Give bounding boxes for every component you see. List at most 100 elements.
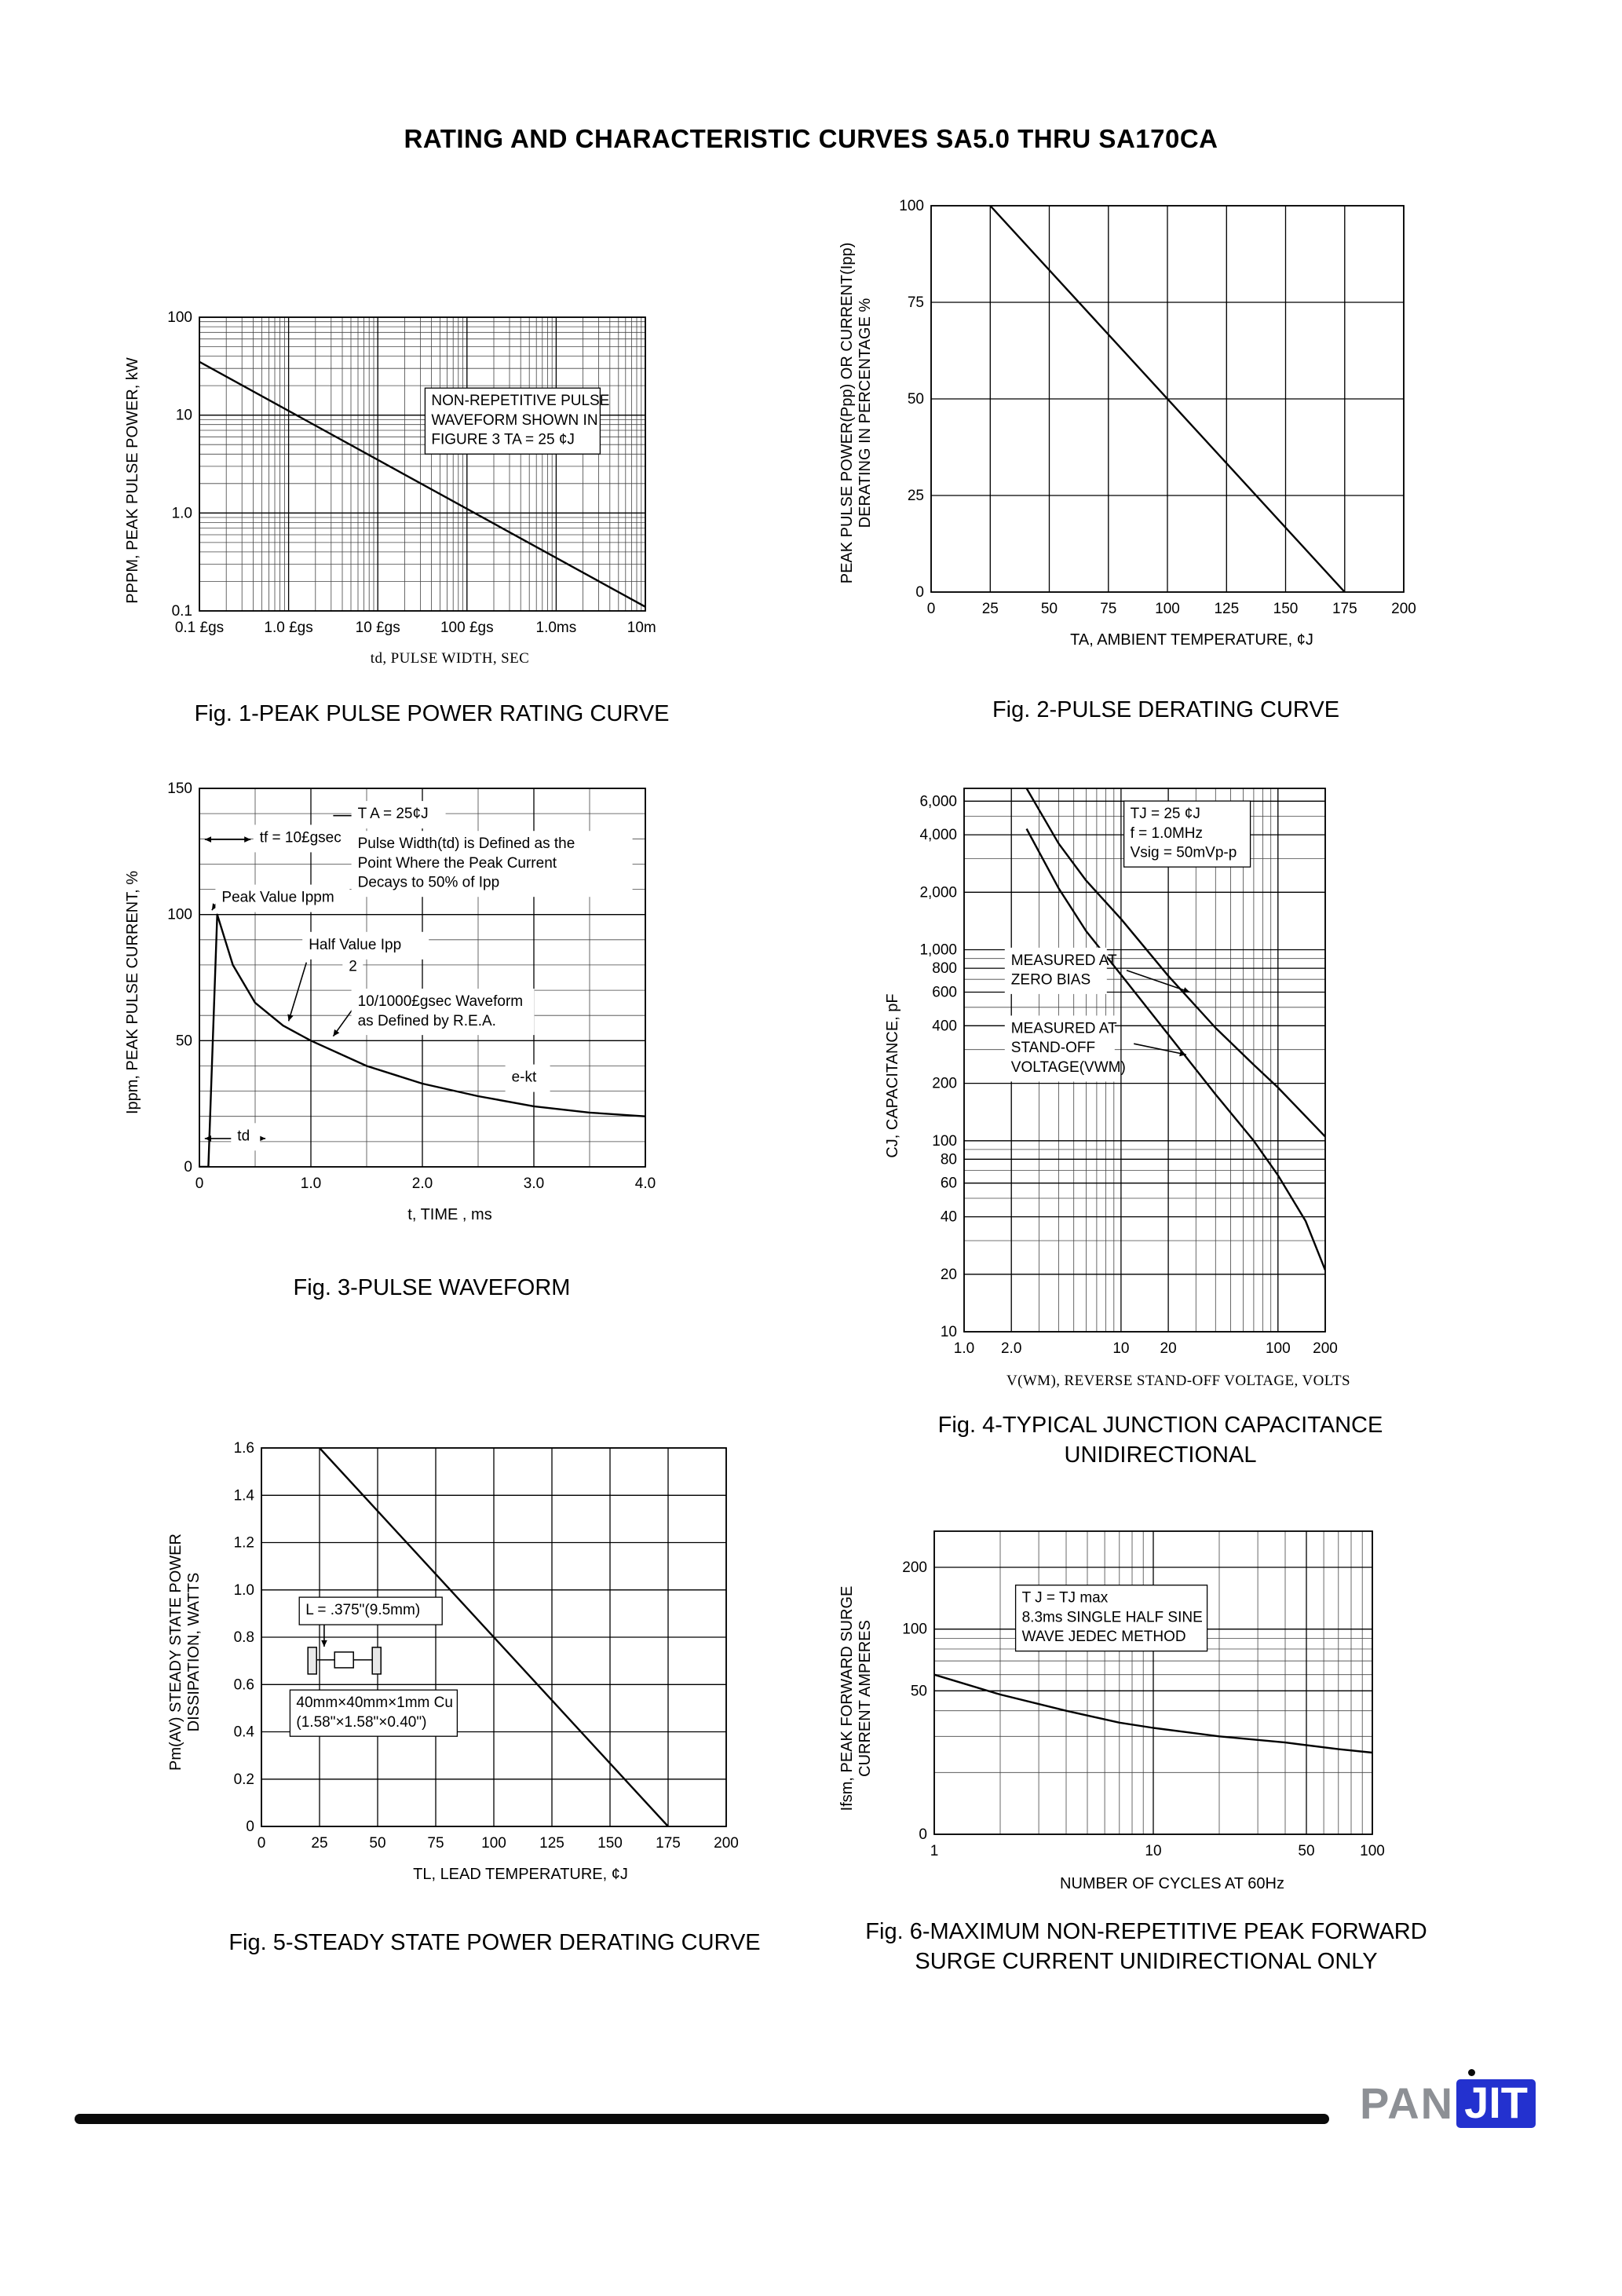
- svg-text:4.0: 4.0: [635, 1175, 656, 1192]
- svg-text:2,000: 2,000: [919, 884, 957, 901]
- svg-text:0: 0: [195, 1175, 204, 1192]
- svg-text:1.0: 1.0: [301, 1175, 321, 1192]
- svg-text:125: 125: [1214, 601, 1239, 617]
- fig6-plot: 1 10 50 100 200 100 50 0 T J = TJ max 8.3ms SINGL…: [902, 1530, 1385, 1859]
- svg-text:10: 10: [176, 408, 192, 424]
- svg-text:100 £gs: 100 £gs: [440, 620, 494, 636]
- svg-text:2.0: 2.0: [412, 1175, 433, 1192]
- svg-text:40: 40: [941, 1209, 957, 1226]
- fig3-y-axis-label: Ippm, PEAK PULSE CURRENT, %: [124, 870, 141, 1115]
- svg-text:Peak Value Ippm: Peak Value Ippm: [221, 890, 334, 906]
- svg-text:Vsig = 50mVp-p: Vsig = 50mVp-p: [1131, 845, 1237, 861]
- svg-text:10: 10: [1112, 1340, 1129, 1357]
- fig4-x-axis-label: V(WM), REVERSE STAND-OFF VOLTAGE, VOLTS: [1006, 1373, 1350, 1389]
- fig1-plot: 0.1 £gs 1.0 £gs 10 £gs 100 £gs 1.0ms 10ms 100 1…: [167, 309, 656, 636]
- svg-text:6,000: 6,000: [919, 793, 957, 810]
- svg-text:Pulse Width(td) is Defined as: Pulse Width(td) is Defined as the: [358, 835, 575, 852]
- svg-text:0.1: 0.1: [172, 603, 192, 620]
- figure-5: Pm(AV) STEADY STATE POWER DISSIPATION, W…: [161, 1439, 828, 1958]
- fig6-caption: Fig. 6-MAXIMUM NON-REPETITIVE PEAK FORWA…: [865, 1919, 1427, 1974]
- svg-text:50: 50: [176, 1033, 192, 1049]
- svg-text:100: 100: [899, 198, 924, 214]
- svg-text:200: 200: [902, 1559, 927, 1576]
- svg-text:200: 200: [932, 1076, 957, 1092]
- svg-text:50: 50: [908, 391, 924, 408]
- svg-text:0: 0: [915, 584, 924, 601]
- svg-text:2.0: 2.0: [1001, 1340, 1021, 1357]
- svg-text:175: 175: [656, 1835, 681, 1852]
- fig5-plot: 0 25 50 75 100 125 150 175 200 0 0.2 0.4 0.6 0.8 1.0 1.…: [234, 1440, 739, 1852]
- svg-text:as Defined by R.E.A.: as Defined by R.E.A.: [358, 1013, 496, 1029]
- fig1-caption: Fig. 1-PEAK PULSE POWER RATING CURVE: [194, 701, 670, 726]
- svg-text:75: 75: [1100, 601, 1116, 617]
- svg-text:175: 175: [1332, 601, 1357, 617]
- svg-text:8.3ms SINGLE HALF SINE: 8.3ms SINGLE HALF SINE: [1022, 1609, 1203, 1625]
- svg-text:200: 200: [714, 1835, 739, 1852]
- svg-text:STAND-OFF: STAND-OFF: [1011, 1040, 1095, 1056]
- svg-text:800: 800: [932, 960, 957, 977]
- figure-4: CJ, CAPACITANCE, pF 1.0 2.0 10 20 100 200 6,00…: [878, 779, 1443, 1470]
- fig5-caption: Fig. 5-STEADY STATE POWER DERATING CURVE: [228, 1930, 761, 1955]
- svg-text:100: 100: [167, 907, 192, 923]
- fig2-x-axis-label: TA, AMBIENT TEMPERATURE, ¢J: [1070, 631, 1313, 649]
- svg-text:T J = TJ max: T J = TJ max: [1022, 1590, 1109, 1607]
- svg-text:100: 100: [1360, 1843, 1385, 1859]
- svg-text:Decays to 50% of Ipp: Decays to 50% of Ipp: [358, 875, 500, 891]
- svg-text:150: 150: [597, 1835, 623, 1852]
- svg-text:10/1000£gsec Waveform: 10/1000£gsec Waveform: [358, 993, 524, 1010]
- svg-text:f = 1.0MHz: f = 1.0MHz: [1131, 825, 1203, 842]
- svg-text:80: 80: [941, 1151, 957, 1168]
- svg-text:e-kt: e-kt: [512, 1069, 537, 1086]
- fig1-y-axis-label: PPPM, PEAK PULSE POWER, kW: [124, 357, 141, 604]
- fig6-y-axis-label: Ifsm, PEAK FORWARD SURGE CURRENT AMPERES: [838, 1585, 874, 1812]
- svg-text:2: 2: [349, 958, 357, 974]
- svg-text:100: 100: [481, 1835, 506, 1852]
- svg-text:75: 75: [908, 294, 924, 311]
- svg-text:200: 200: [1313, 1340, 1338, 1357]
- svg-text:25: 25: [311, 1835, 327, 1852]
- svg-text:td: td: [237, 1128, 250, 1144]
- svg-text:0: 0: [919, 1826, 927, 1843]
- svg-text:1: 1: [930, 1843, 939, 1859]
- figure-6: Ifsm, PEAK FORWARD SURGE CURRENT AMPERES…: [832, 1522, 1460, 1976]
- svg-text:1.0ms: 1.0ms: [536, 620, 577, 636]
- svg-text:WAVE JEDEC METHOD: WAVE JEDEC METHOD: [1022, 1629, 1186, 1645]
- fig4-y-axis-label: CJ, CAPACITANCE, pF: [884, 993, 901, 1158]
- logo-jit-badge: JIT: [1456, 2069, 1536, 2128]
- svg-text:20: 20: [941, 1267, 957, 1283]
- svg-text:0.1 £gs: 0.1 £gs: [175, 620, 224, 636]
- svg-text:1.2: 1.2: [234, 1535, 254, 1552]
- svg-text:4,000: 4,000: [919, 827, 957, 843]
- svg-text:20: 20: [1160, 1340, 1177, 1357]
- svg-text:3.0: 3.0: [524, 1175, 544, 1192]
- svg-text:100: 100: [1266, 1340, 1291, 1357]
- fig5-y-axis-label: Pm(AV) STEADY STATE POWER DISSIPATION, W…: [167, 1534, 203, 1771]
- panjit-logo: PAN JIT: [1360, 2069, 1536, 2128]
- svg-text:Half Value Ipp: Half Value Ipp: [309, 937, 401, 953]
- fig6-x-axis-label: NUMBER OF CYCLES AT 60Hz: [1060, 1875, 1284, 1892]
- fig2-plot: 0 25 50 75 100 125 150 175 200 0 25 50 75 100: [899, 198, 1416, 617]
- svg-text:MEASURED AT: MEASURED AT: [1011, 1020, 1117, 1036]
- svg-text:MEASURED AT: MEASURED AT: [1011, 952, 1117, 969]
- svg-text:0: 0: [927, 601, 936, 617]
- svg-text:(1.58"×1.58"×0.40"): (1.58"×1.58"×0.40"): [296, 1714, 426, 1731]
- page-title: RATING AND CHARACTERISTIC CURVES SA5.0 T…: [404, 124, 1218, 153]
- svg-text:0.2: 0.2: [234, 1771, 254, 1788]
- svg-text:0.6: 0.6: [234, 1676, 254, 1693]
- fig4-caption: Fig. 4-TYPICAL JUNCTION CAPACITANCE UNID…: [937, 1413, 1383, 1468]
- svg-text:ZERO BIAS: ZERO BIAS: [1011, 972, 1090, 989]
- svg-text:1.0: 1.0: [954, 1340, 974, 1357]
- svg-text:25: 25: [982, 601, 999, 617]
- svg-text:150: 150: [1273, 601, 1299, 617]
- svg-text:100: 100: [1155, 601, 1180, 617]
- fig3-caption: Fig. 3-PULSE WAVEFORM: [293, 1275, 571, 1300]
- svg-text:40mm×40mm×1mm Cu: 40mm×40mm×1mm Cu: [296, 1695, 453, 1711]
- footer-rule: [75, 2114, 1329, 2124]
- svg-text:0: 0: [258, 1835, 266, 1852]
- svg-text:400: 400: [932, 1018, 957, 1034]
- svg-text:200: 200: [1391, 601, 1416, 617]
- fig2-y-axis-label: PEAK PULSE POWER(Ppp) OR CURRENT(Ipp) DE…: [838, 242, 874, 584]
- fig2-caption: Fig. 2-PULSE DERATING CURVE: [992, 697, 1340, 722]
- svg-text:125: 125: [539, 1835, 564, 1852]
- figure-2: PEAK PULSE POWER(Ppp) OR CURRENT(Ipp) DE…: [832, 195, 1500, 725]
